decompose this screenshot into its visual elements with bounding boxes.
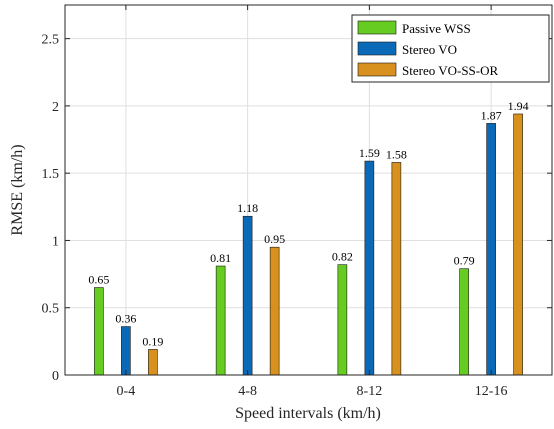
legend-entry: Stereo VO-SS-OR bbox=[402, 63, 499, 78]
y-tick-label: 1 bbox=[52, 234, 59, 249]
y-tick-label: 0 bbox=[52, 369, 59, 384]
y-tick-label: 1.5 bbox=[42, 167, 60, 182]
legend-entry: Passive WSS bbox=[402, 21, 471, 36]
legend-swatch bbox=[357, 62, 397, 77]
bar-stereo-vo bbox=[486, 123, 496, 376]
bar-stereo-vo bbox=[242, 215, 253, 376]
bar-value-label: 0.82 bbox=[332, 250, 353, 264]
bar-stereo-vo-ss-or bbox=[513, 113, 523, 376]
bar-value-label: 0.65 bbox=[88, 273, 109, 287]
bar-passive-wss bbox=[215, 265, 226, 376]
bar-value-label: 1.59 bbox=[359, 146, 380, 160]
x-tick-label: 12-16 bbox=[475, 384, 508, 399]
x-tick-label: 4-8 bbox=[238, 384, 257, 399]
bar-stereo-vo bbox=[364, 160, 375, 376]
axes: 0 0.5 1 1.5 2 2.5 0-4 4-8 8-12 12-16 bbox=[42, 4, 553, 399]
data-labels: 0.65 0.81 0.82 0.79 0.36 1.18 1.59 1.87 0.19 0.95… bbox=[88, 99, 528, 348]
x-tick-label: 8-12 bbox=[357, 384, 383, 399]
bar-stereo-vo-ss-or bbox=[269, 246, 280, 376]
bar-value-label: 0.79 bbox=[454, 254, 475, 268]
legend: Passive WSS Stereo VO Stereo VO-SS-OR bbox=[351, 14, 550, 83]
bar-value-label: 1.58 bbox=[386, 147, 407, 161]
x-tick-label: 0-4 bbox=[117, 384, 136, 399]
axes-box bbox=[64, 4, 553, 376]
bar-value-label: 0.95 bbox=[264, 232, 285, 246]
legend-swatch bbox=[357, 41, 397, 56]
bar-value-label: 1.18 bbox=[237, 201, 258, 215]
x-axis-title: Speed intervals (km/h) bbox=[235, 405, 381, 422]
bar-stereo-vo-ss-or bbox=[391, 162, 402, 376]
y-axis-title: RMSE (km/h) bbox=[9, 144, 26, 235]
bar-value-label: 1.87 bbox=[481, 108, 502, 122]
bars bbox=[94, 113, 523, 376]
bar-value-label: 0.36 bbox=[115, 312, 136, 326]
bar-stereo-vo bbox=[121, 326, 131, 376]
legend-entry: Stereo VO bbox=[402, 42, 457, 57]
y-tick-label: 2 bbox=[52, 100, 59, 115]
y-tick-label: 2.5 bbox=[42, 33, 60, 48]
bar-passive-wss bbox=[337, 264, 348, 376]
bar-value-label: 1.94 bbox=[508, 99, 529, 113]
y-tick-label: 0.5 bbox=[42, 302, 60, 317]
bar-stereo-vo-ss-or bbox=[148, 349, 158, 376]
bar-value-label: 0.81 bbox=[210, 251, 231, 265]
bar-value-label: 0.19 bbox=[142, 334, 163, 348]
bar-passive-wss bbox=[94, 287, 104, 376]
legend-swatch bbox=[357, 20, 397, 35]
bar-passive-wss bbox=[459, 268, 469, 376]
